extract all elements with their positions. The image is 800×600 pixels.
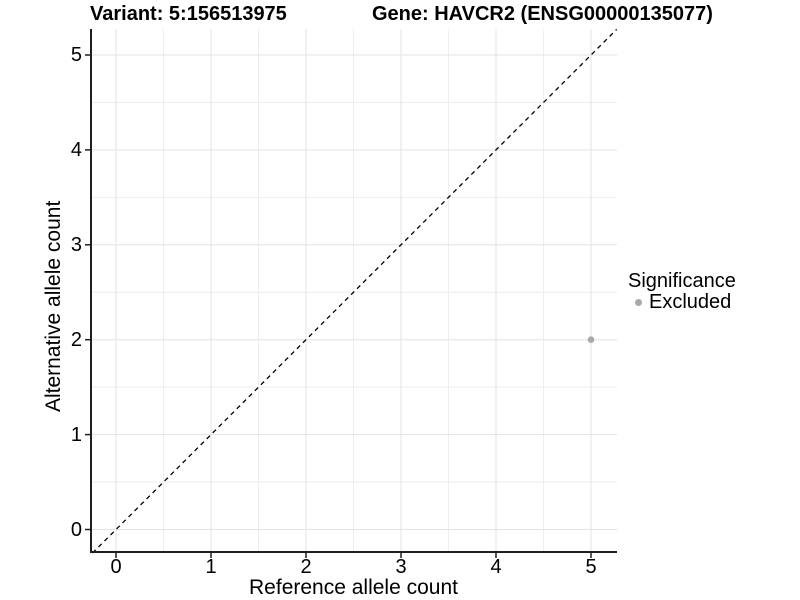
identity-line [92,28,618,554]
y-tick-label: 0 [70,518,82,541]
legend-item-label: Excluded [649,290,732,313]
legend: Significance Excluded [628,270,736,313]
y-tick-label: 1 [70,423,82,446]
y-tick-label: 2 [70,328,82,351]
y-tick-label: 4 [70,138,82,161]
x-tick-label: 3 [395,556,407,578]
x-tick-label: 5 [585,556,597,578]
x-axis-title: Reference allele count [249,576,458,599]
plot-title-variant: Variant: 5:156513975 [90,3,287,25]
legend-item-excluded: Excluded [628,290,736,313]
legend-key-dot [635,298,642,306]
x-tick-label: 4 [490,556,502,578]
x-tick-label: 0 [110,556,122,578]
y-axis-title: Alternative allele count [42,200,65,412]
x-tick-label: 2 [300,556,312,578]
y-tick-label: 3 [70,233,82,256]
data-point [587,336,595,344]
legend-title: Significance [628,270,736,292]
plot-title-gene: Gene: HAVCR2 (ENSG00000135077) [372,3,713,25]
y-tick-label: 5 [70,44,82,66]
legend-key [628,298,649,306]
x-tick-label: 1 [205,556,217,578]
